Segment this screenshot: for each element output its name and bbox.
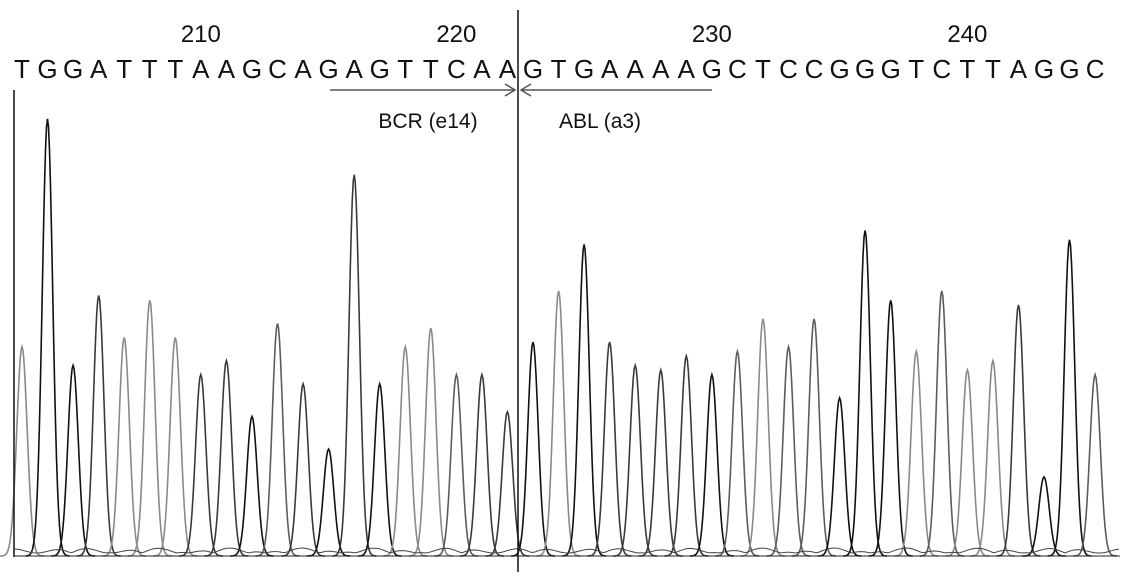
base-letter: A [1010,54,1028,84]
base-letter: G [574,54,594,84]
base-letter: C [1086,54,1105,84]
base-letter: T [14,54,30,84]
peak-G [843,230,888,557]
base-letter: G [370,54,390,84]
base-letter: G [1034,54,1054,84]
base-letter: G [881,54,901,84]
bcr-label: BCR (e14) [378,110,477,133]
base-letter: C [728,54,747,84]
peak-A [76,295,121,557]
peak-C [434,371,479,557]
base-letter: A [218,54,236,84]
peak-C [792,318,837,557]
peak-T [970,357,1015,557]
base-letter: A [192,54,210,84]
peak-A [332,174,377,557]
base-letter: T [116,54,132,84]
position-tick-label: 220 [436,21,476,48]
base-letter: T [755,54,771,84]
trace-peaks [0,118,1120,557]
base-letter: C [932,54,951,84]
base-letter: A [601,54,619,84]
base-letter: C [268,54,287,84]
position-tick-label: 240 [947,21,987,48]
base-letter: C [447,54,466,84]
peak-G [562,244,607,557]
peak-T [894,348,939,557]
peak-C [255,323,300,557]
base-letter: G [242,54,262,84]
base-letter: A [652,54,670,84]
peak-G [306,447,351,557]
base-letter: C [779,54,798,84]
peak-G [817,395,862,557]
base-letter: C [805,54,824,84]
peak-C [919,290,964,557]
peak-T [536,290,581,557]
peak-C [1073,371,1118,557]
peak-G [868,300,913,557]
peak-T [153,337,198,557]
position-tick-label: 210 [181,21,221,48]
base-letter: T [423,54,439,84]
baseline-noise [14,547,1120,554]
base-letter: G [829,54,849,84]
base-letter: A [678,54,696,84]
peak-T [0,343,45,557]
base-letter: G [318,54,338,84]
base-letter: G [855,54,875,84]
base-letter: G [37,54,57,84]
peak-G [51,362,96,557]
abl-arrow [519,83,712,97]
base-letter: G [523,54,543,84]
base-letter: A [294,54,312,84]
base-letter: T [959,54,975,84]
base-letter: A [473,54,491,84]
base-letter: A [627,54,645,84]
position-tick-label: 230 [692,21,732,48]
peak-T [408,327,453,557]
peak-G [1047,239,1092,557]
base-letter: T [167,54,183,84]
peak-G [689,371,734,557]
peak-A [996,304,1041,557]
base-letter: T [397,54,413,84]
base-letter: T [551,54,567,84]
peak-G [357,381,402,557]
peak-A [587,341,632,557]
peak-G [230,414,274,557]
position-ticks: 210 220 230 240 [181,21,988,48]
base-letter: A [345,54,363,84]
base-letter: A [90,54,108,84]
peak-G [25,118,70,557]
peak-T [383,343,428,557]
bcr-arrow [330,83,517,97]
base-letter: A [499,54,517,84]
base-letter: T [985,54,1001,84]
abl-label: ABL (a3) [559,110,641,133]
base-letter: T [142,54,158,84]
base-letter: G [1059,54,1079,84]
peak-G [1022,475,1066,557]
base-letter: G [63,54,83,84]
base-letter: G [702,54,722,84]
base-letter: T [908,54,924,84]
